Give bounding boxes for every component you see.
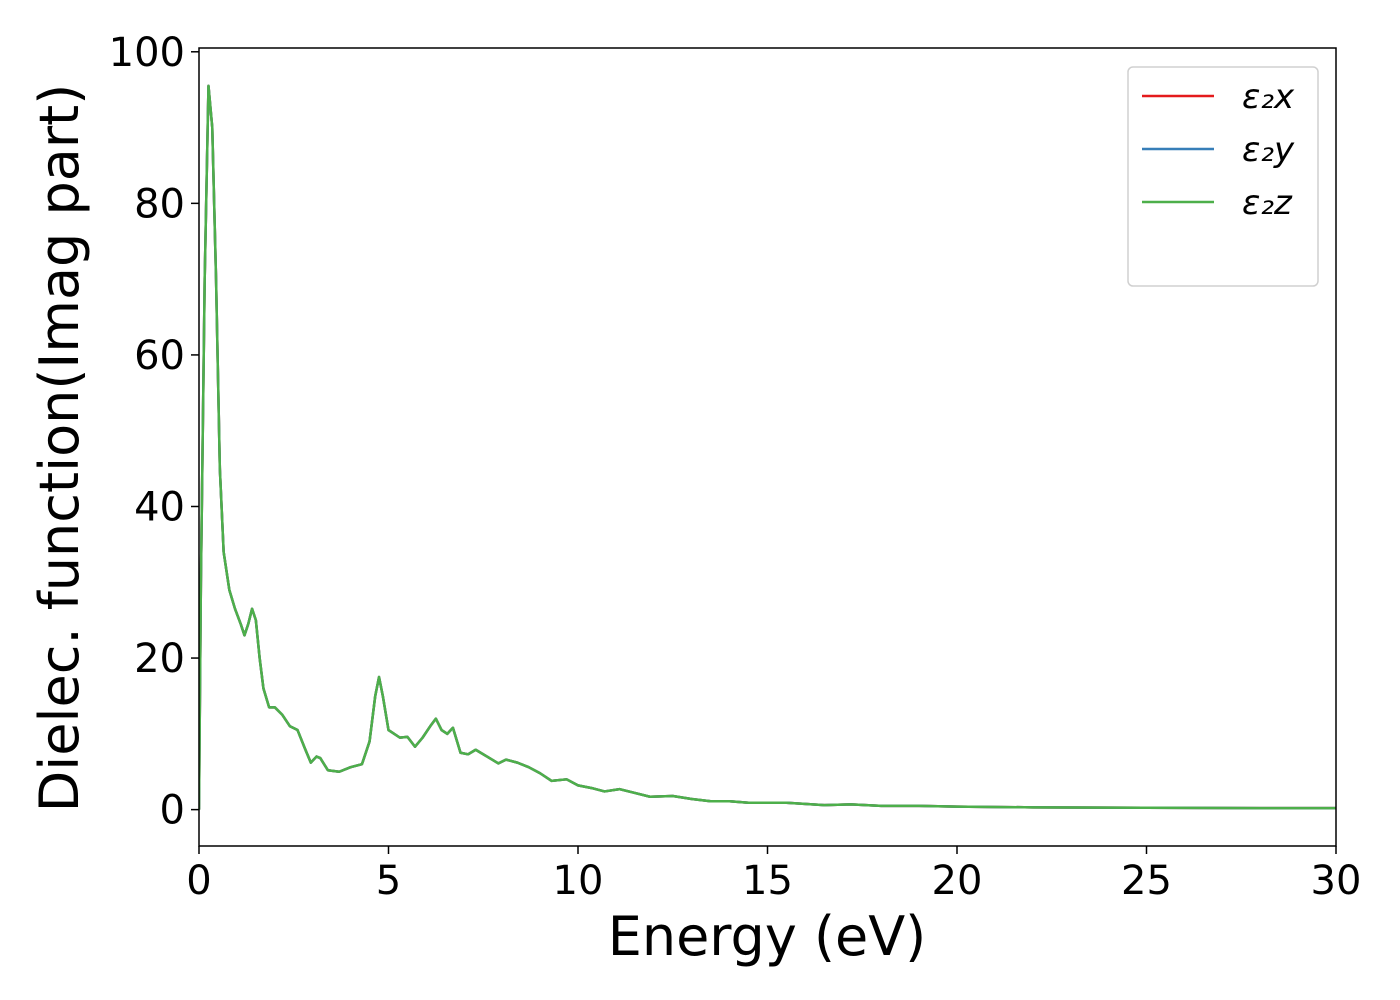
y-tick-label: 80 bbox=[134, 181, 185, 227]
x-tick-label: 5 bbox=[376, 858, 401, 904]
legend-label: ε₂z bbox=[1242, 183, 1293, 223]
y-tick-label: 20 bbox=[134, 636, 185, 682]
x-tick-label: 10 bbox=[553, 858, 604, 904]
plot-frame bbox=[198, 47, 1337, 847]
x-tick-label: 15 bbox=[742, 858, 793, 904]
legend-box bbox=[1127, 66, 1319, 287]
legend-label: ε₂x bbox=[1242, 77, 1295, 117]
legend-label: ε₂y bbox=[1242, 130, 1295, 170]
y-axis-label: Dielec. function(Imag part) bbox=[28, 84, 91, 813]
x-tick-label: 0 bbox=[186, 858, 211, 904]
y-tick-label: 60 bbox=[134, 333, 185, 379]
y-tick-label: 0 bbox=[160, 788, 185, 834]
x-tick-label: 25 bbox=[1121, 858, 1172, 904]
data-line bbox=[199, 84, 1336, 810]
y-tick-label: 100 bbox=[109, 30, 185, 76]
x-axis-label: Energy (eV) bbox=[608, 905, 927, 968]
x-tick-label: 20 bbox=[932, 858, 983, 904]
x-tick-label: 30 bbox=[1311, 858, 1362, 904]
y-tick-label: 40 bbox=[134, 484, 185, 530]
plot-lines bbox=[199, 84, 1336, 810]
